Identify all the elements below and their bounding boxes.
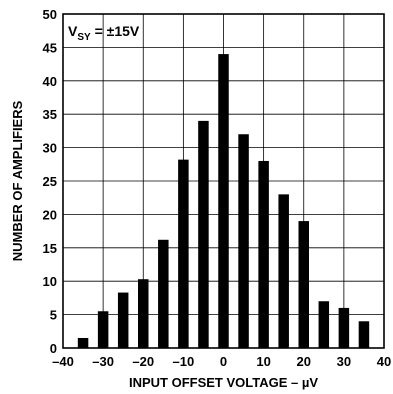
bar [358, 321, 370, 348]
bar [198, 120, 209, 348]
annotation-rest: = ±15V [91, 23, 140, 39]
x-tick-label: –20 [132, 354, 154, 369]
bar [117, 292, 129, 348]
y-tick-label: 10 [43, 274, 57, 289]
bar [138, 279, 149, 348]
plot-frame [62, 13, 385, 349]
x-tick-label: 20 [297, 354, 311, 369]
y-axis-title: NUMBER OF AMPLIFIERS [10, 100, 25, 261]
bar [158, 239, 169, 348]
x-tick-label: –10 [173, 354, 195, 369]
bar [218, 54, 229, 349]
x-tick-label: 10 [256, 354, 270, 369]
bar [97, 311, 109, 348]
annotation-main: V [68, 23, 78, 39]
bar [298, 221, 309, 348]
y-tick-label: 15 [43, 241, 57, 256]
bar [258, 160, 269, 348]
bar [278, 194, 289, 348]
bar [318, 301, 330, 348]
y-tick-label: 45 [43, 40, 57, 55]
y-tick-label: 0 [50, 341, 57, 356]
bar [178, 159, 189, 348]
y-tick-label: 20 [43, 207, 57, 222]
x-tick-label: 0 [220, 354, 227, 369]
x-axis-title: INPUT OFFSET VOLTAGE – µV [129, 375, 318, 390]
supply-voltage-annotation: VSY = ±15V [68, 23, 140, 43]
y-tick-label: 25 [43, 174, 57, 189]
x-tick-labels: –40 –30 –20 –10 0 10 20 30 40 [52, 354, 391, 369]
y-tick-label: 50 [43, 7, 57, 22]
x-tick-label: 30 [337, 354, 351, 369]
x-tick-label: 40 [377, 354, 391, 369]
bars [77, 54, 370, 349]
y-tick-label: 30 [43, 141, 57, 156]
y-tick-label: 5 [50, 308, 57, 323]
x-tick-label: –40 [52, 354, 74, 369]
y-tick-label: 40 [43, 74, 57, 89]
x-tick-label: –30 [92, 354, 114, 369]
bar [338, 307, 350, 348]
bar [238, 134, 249, 348]
y-tick-label: 35 [43, 107, 57, 122]
bar [77, 337, 89, 348]
y-tick-labels: 0 5 10 15 20 25 30 35 40 45 50 [43, 7, 57, 356]
annotation-subscript: SY [77, 32, 91, 43]
